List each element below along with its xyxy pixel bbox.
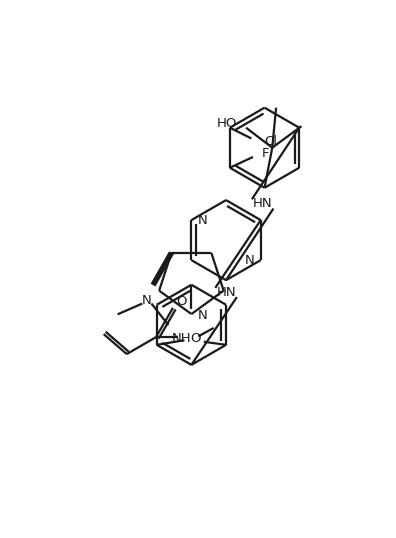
Text: HN: HN bbox=[253, 197, 272, 210]
Text: N: N bbox=[198, 214, 207, 226]
Text: HN: HN bbox=[216, 286, 236, 299]
Text: NH: NH bbox=[172, 332, 191, 345]
Text: O: O bbox=[176, 295, 187, 308]
Text: HO: HO bbox=[217, 117, 237, 130]
Text: Cl: Cl bbox=[264, 135, 277, 148]
Text: F: F bbox=[262, 147, 270, 160]
Text: O: O bbox=[190, 332, 201, 345]
Text: N: N bbox=[142, 294, 152, 307]
Text: N: N bbox=[245, 253, 255, 267]
Text: N: N bbox=[198, 309, 208, 322]
